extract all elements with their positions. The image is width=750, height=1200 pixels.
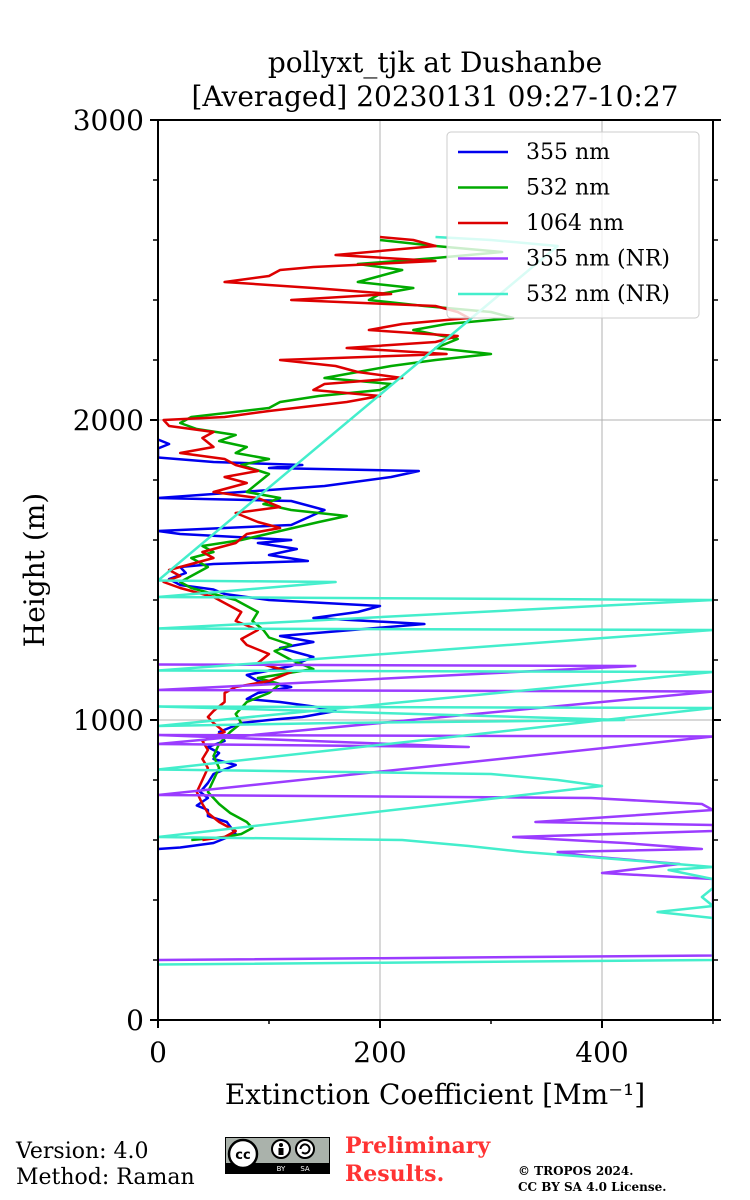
- legend-label: 355 nm: [526, 140, 610, 165]
- sa-icon: [295, 1139, 315, 1159]
- legend-label: 355 nm (NR): [526, 247, 670, 272]
- x-tick-label: 400: [575, 1036, 628, 1069]
- series-line-532-nm: [178, 238, 515, 842]
- x-tick-label: 200: [353, 1036, 406, 1069]
- version-label: Version: 4.0: [16, 1139, 149, 1164]
- axis-ticks: 0 200 400 0 1000 2000 3000: [73, 104, 721, 1069]
- license-line: CC BY SA 4.0 License.: [518, 1180, 667, 1194]
- x-tick-label: 0: [149, 1036, 167, 1069]
- cc-by-sa-badge: cc BY SA: [225, 1137, 330, 1174]
- legend-box: [446, 131, 700, 319]
- series-line-532-nm-nr-: [158, 235, 713, 966]
- svg-text:SA: SA: [300, 1165, 310, 1173]
- legend: 355 nm 532 nm 1064 nm 355 nm (NR) 532 nm (NR…: [446, 131, 700, 319]
- y-tick-label: 1000: [73, 704, 144, 737]
- x-axis-label: Extinction Coefficient [Mm⁻¹]: [225, 1078, 645, 1111]
- plot-frame: [157, 119, 714, 1021]
- svg-text:cc: cc: [235, 1148, 250, 1163]
- copyright-line: © TROPOS 2024.: [518, 1164, 634, 1178]
- preliminary-text: Preliminary Results.: [345, 1133, 491, 1187]
- cc-icon: [227, 1138, 259, 1170]
- chart-subtitle: [Averaged] 20230131 09:27-10:27: [192, 80, 679, 113]
- preliminary-results-label: Preliminary Results.: [345, 1132, 515, 1188]
- svg-text:BY: BY: [277, 1165, 286, 1173]
- series-line-355-nm: [158, 438, 426, 851]
- series-layer: [158, 235, 713, 966]
- y-tick-label: 3000: [73, 104, 144, 137]
- y-tick-label: 0: [126, 1004, 144, 1037]
- y-tick-label: 2000: [73, 404, 144, 437]
- method-label: Method: Raman: [16, 1165, 195, 1190]
- legend-label: 532 nm (NR): [526, 282, 670, 307]
- chart-title: pollyxt_tjk at Dushanbe: [268, 46, 602, 79]
- legend-label: 532 nm: [526, 176, 610, 201]
- y-axis-label: Height (m): [18, 493, 51, 647]
- legend-label: 1064 nm: [526, 211, 624, 236]
- copyright-notice: © TROPOS 2024. CC BY SA 4.0 License.: [518, 1163, 666, 1195]
